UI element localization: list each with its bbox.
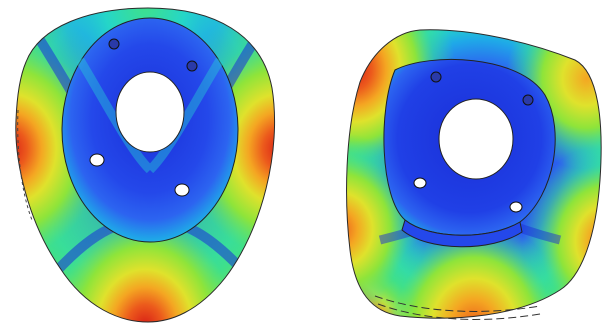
right-bolt-hole-bottom-left xyxy=(413,177,427,189)
right-part-contour xyxy=(346,29,602,320)
left-bolt-hole-bottom-right xyxy=(174,183,190,197)
right-bolt-hole-bottom-right xyxy=(509,201,523,213)
left-part-contour xyxy=(15,7,276,323)
left-central-hole xyxy=(115,71,185,153)
left-bolt-hole-top-right xyxy=(186,60,198,72)
left-bolt-hole-bottom-left xyxy=(89,153,105,167)
right-bolt-hole-top-left xyxy=(430,71,442,83)
right-central-hole xyxy=(438,98,514,180)
right-bottom-slots xyxy=(374,295,541,320)
right-bolt-hole-top-right xyxy=(522,94,534,106)
left-bolt-hole-top-left xyxy=(108,38,120,50)
